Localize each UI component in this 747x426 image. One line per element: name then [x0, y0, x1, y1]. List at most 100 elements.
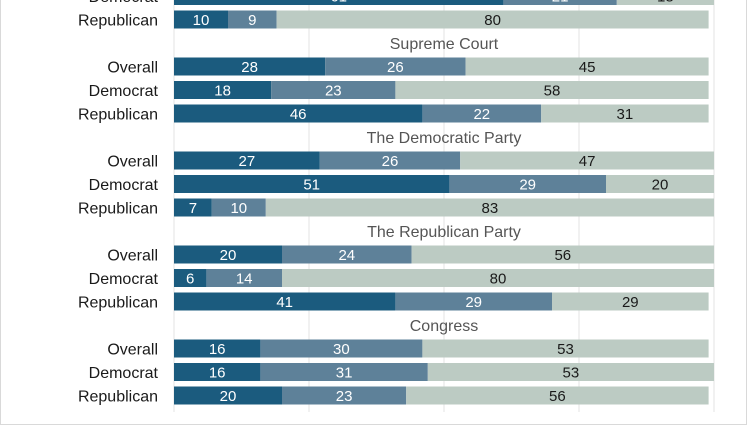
data-label: 23 — [325, 83, 342, 100]
bar-segment — [174, 339, 261, 358]
data-label: 23 — [336, 388, 353, 405]
data-label: 61 — [330, 0, 347, 6]
row-label: Democrat — [89, 177, 159, 194]
data-label: 22 — [473, 106, 490, 123]
data-label: 31 — [617, 106, 634, 123]
data-label: 6 — [186, 271, 194, 288]
row-label: Democrat — [89, 365, 159, 382]
data-label: 10 — [193, 12, 210, 29]
bar-segment — [541, 104, 709, 123]
bar-segment — [552, 292, 709, 311]
row-label: Overall — [107, 154, 158, 171]
data-label: 47 — [579, 153, 596, 170]
data-label: 7 — [189, 200, 197, 217]
data-label: 53 — [563, 365, 580, 382]
data-label: 14 — [236, 271, 253, 288]
group-title: The Democratic Party — [367, 130, 522, 147]
data-label: 16 — [209, 341, 226, 358]
group-title: The Republican Party — [367, 224, 521, 241]
bar-segment — [174, 245, 282, 264]
data-label: 29 — [519, 177, 536, 194]
data-label: 56 — [554, 247, 571, 264]
bar-segment — [465, 57, 709, 76]
data-label: 27 — [239, 153, 256, 170]
bar-segment — [406, 386, 709, 405]
bar-group-2: The Democratic Party Overall 27 26 47 Democra… — [78, 130, 714, 218]
data-label: 83 — [482, 200, 499, 217]
group-title: Supreme Court — [390, 36, 499, 53]
bar-segment — [503, 0, 617, 5]
data-label: 46 — [290, 106, 307, 123]
data-label: 24 — [338, 247, 355, 264]
bar-segment — [260, 339, 423, 358]
row-label: Republican — [78, 201, 158, 218]
bar-segment — [282, 386, 407, 405]
bar-group-3: The Republican Party Overall 20 24 56 Democra… — [78, 224, 714, 312]
row-label: Overall — [107, 60, 158, 77]
group-title: Congress — [410, 318, 478, 335]
row-label: Democrat — [89, 271, 159, 288]
data-label: 30 — [333, 341, 350, 358]
bar-segment — [460, 151, 714, 170]
bar-segment — [271, 81, 396, 99]
row-label: Republican — [78, 13, 158, 30]
data-label: 29 — [622, 294, 639, 311]
data-label: 58 — [544, 83, 561, 100]
row-label: Republican — [78, 389, 158, 406]
data-label: 31 — [336, 365, 353, 382]
bar-segment — [319, 151, 461, 170]
data-label: 26 — [382, 153, 399, 170]
bar-segment — [276, 10, 709, 29]
bar-segment — [174, 81, 272, 99]
bar-group-0: Democrat 61 21 18 Republican 10 9 80 — [78, 0, 714, 30]
bar-segment — [282, 269, 714, 287]
bar-segment — [174, 386, 282, 405]
bar-group-1: Supreme Court Overall 28 26 45 Democrat 18 23 58… — [78, 36, 709, 124]
data-label: 80 — [490, 271, 507, 288]
data-label: 45 — [579, 59, 596, 76]
data-label: 26 — [387, 59, 404, 76]
data-label: 20 — [652, 177, 669, 194]
row-label: Democrat — [89, 83, 159, 100]
data-label: 10 — [230, 200, 247, 217]
bar-segment — [260, 363, 428, 381]
bar-segment — [206, 269, 282, 287]
bar-segment — [174, 175, 450, 193]
bar-segment — [211, 198, 266, 217]
bar-segment — [616, 0, 714, 5]
bar-segment — [174, 269, 207, 287]
bar-segment — [174, 292, 396, 311]
bar-group-4: Congress Overall 16 30 53 Democrat 16 31 53 Repub… — [78, 318, 714, 406]
data-label: 9 — [248, 12, 256, 29]
data-label: 29 — [465, 294, 482, 311]
bar-segment — [228, 10, 277, 29]
data-label: 18 — [214, 83, 231, 100]
bar-segment — [174, 57, 326, 76]
bar-segment — [422, 339, 709, 358]
row-label: Republican — [78, 107, 158, 124]
row-label: Overall — [107, 342, 158, 359]
bar-segment — [427, 363, 714, 381]
data-label: 56 — [549, 388, 566, 405]
bar-segment — [606, 175, 714, 193]
data-label: 20 — [220, 388, 237, 405]
bar-segment — [174, 363, 261, 381]
bar-segment — [174, 151, 320, 170]
data-label: 53 — [557, 341, 574, 358]
data-label: 28 — [241, 59, 258, 76]
bar-segment — [422, 104, 542, 123]
bar-segment — [174, 198, 212, 217]
data-label: 20 — [220, 247, 237, 264]
data-label: 18 — [657, 0, 674, 6]
row-label: Democrat — [89, 0, 159, 6]
data-label: 41 — [276, 294, 293, 311]
bar-segment — [282, 245, 412, 264]
data-label: 51 — [303, 177, 320, 194]
bar-segment — [411, 245, 714, 264]
bar-segment — [395, 81, 709, 99]
bar-segment — [174, 104, 423, 123]
row-label: Overall — [107, 248, 158, 265]
data-label: 80 — [484, 12, 501, 29]
